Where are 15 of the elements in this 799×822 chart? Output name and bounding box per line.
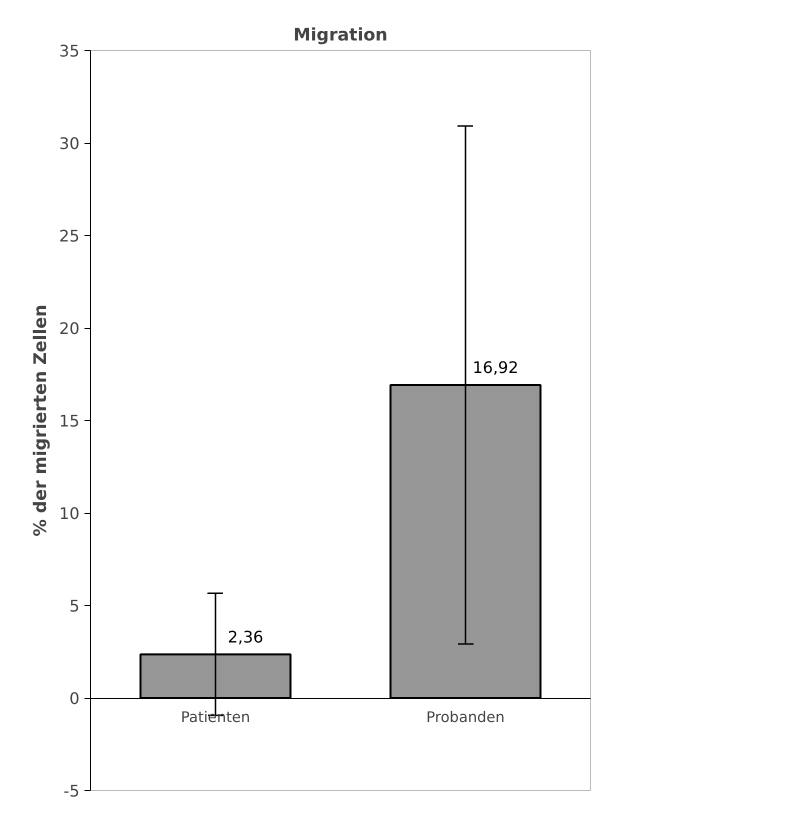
x-tick-label: Probanden: [426, 709, 505, 726]
y-tick-label: 10: [59, 504, 80, 523]
data-label: 16,92: [472, 358, 518, 377]
y-tick-label: 0: [69, 689, 80, 708]
y-tick-label: 25: [59, 226, 80, 246]
y-tick-label: -5: [64, 782, 80, 800]
y-tick-label: 30: [59, 134, 80, 153]
y-tick-label: 15: [59, 412, 80, 430]
x-tick-label: Patienten: [180, 709, 250, 726]
chart-title: Migration: [293, 26, 388, 46]
y-tick-label: 20: [59, 319, 80, 338]
y-axis-title: % der migrierten Zellen: [31, 304, 52, 536]
y-tick-label: 5: [69, 596, 80, 616]
data-label: 2,36: [228, 627, 264, 646]
y-tick-label: 35: [59, 42, 80, 60]
